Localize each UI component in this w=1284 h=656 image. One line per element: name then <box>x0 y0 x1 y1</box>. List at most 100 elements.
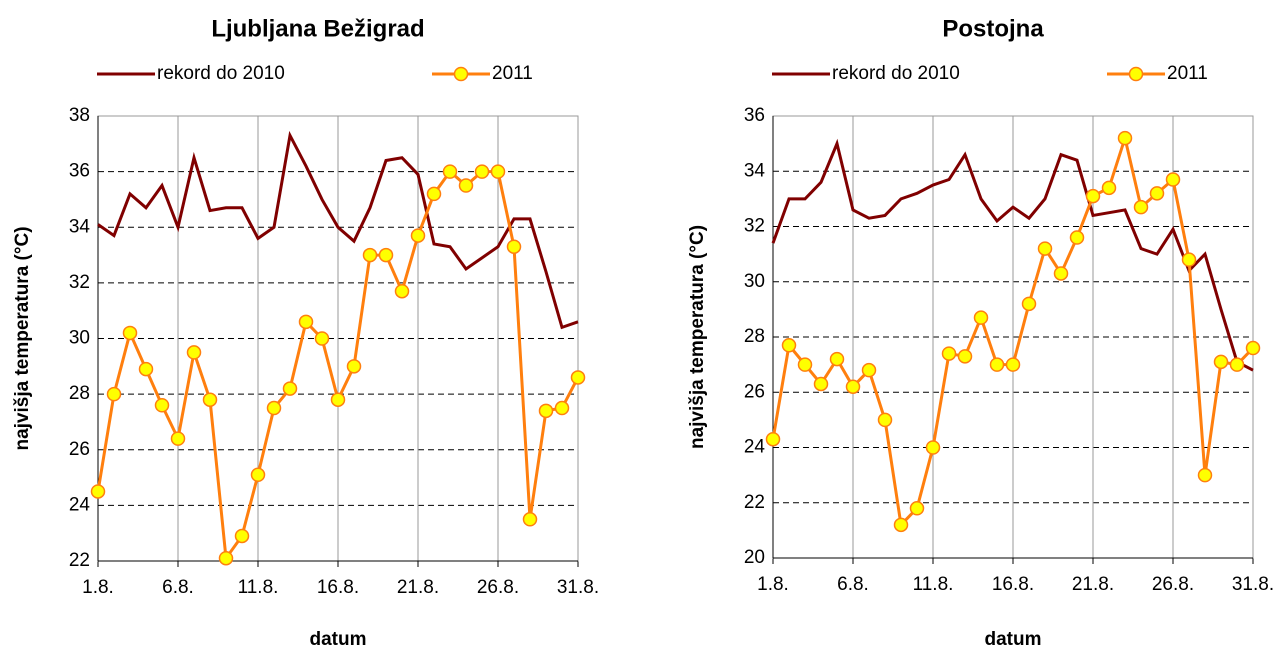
marker <box>186 345 202 360</box>
y-axis-label: najvišja temperatura (°C) <box>687 225 708 449</box>
x-tick-label: 1.8. <box>757 574 789 595</box>
y-tick-label: 32 <box>69 272 90 293</box>
marker <box>1037 241 1053 256</box>
x-tick-label: 26.8. <box>1152 574 1194 595</box>
marker <box>538 403 554 419</box>
marker <box>298 314 314 330</box>
marker <box>362 247 378 263</box>
marker <box>893 517 909 533</box>
x-tick-label: 16.8. <box>317 577 359 598</box>
marker <box>781 338 797 353</box>
marker <box>1197 467 1213 483</box>
x-tick-label: 16.8. <box>992 574 1034 595</box>
y-tick-label: 34 <box>69 216 91 237</box>
x-tick-label: 11.8. <box>238 577 279 598</box>
marker <box>1117 130 1133 146</box>
x-tick-label: 21.8. <box>397 577 439 598</box>
legend-label: rekord do 2010 <box>157 63 285 84</box>
y-tick-label: 22 <box>69 550 90 571</box>
marker <box>957 349 973 364</box>
marker <box>282 381 298 396</box>
y-tick-label: 24 <box>69 494 91 515</box>
marker <box>765 431 781 447</box>
marker <box>154 398 170 413</box>
marker <box>925 440 941 455</box>
marker <box>122 325 138 341</box>
x-tick-label: 26.8. <box>477 577 519 598</box>
marker <box>202 392 218 407</box>
y-tick-label: 30 <box>744 271 765 292</box>
marker <box>106 386 122 402</box>
legend-marker <box>1128 66 1144 82</box>
marker <box>570 370 586 385</box>
marker <box>1069 230 1085 245</box>
marker <box>410 228 426 243</box>
x-tick-label: 31.8. <box>557 577 599 598</box>
marker <box>1181 252 1197 267</box>
series-line <box>771 138 1254 372</box>
marker <box>346 359 362 374</box>
marker <box>330 392 346 407</box>
marker <box>1165 172 1181 187</box>
x-axis-label: datum <box>985 629 1042 650</box>
x-tick-label: 6.8. <box>162 577 194 598</box>
legend-label: 2011 <box>492 63 533 84</box>
marker <box>490 164 506 179</box>
marker <box>973 310 989 325</box>
y-tick-label: 38 <box>69 105 90 126</box>
y-tick-label: 24 <box>744 437 766 458</box>
marker <box>1213 354 1229 370</box>
y-axis-label: najvišja temperatura (°C) <box>12 226 33 450</box>
x-tick-label: 6.8. <box>837 574 869 595</box>
marker <box>234 528 250 544</box>
y-tick-label: 36 <box>744 105 765 126</box>
chart-title: Ljubljana Bežigrad <box>211 15 424 42</box>
x-tick-label: 31.8. <box>1232 574 1274 595</box>
marker <box>1149 186 1165 201</box>
x-axis-label: datum <box>310 629 367 650</box>
marker <box>250 467 266 483</box>
marker <box>829 351 845 367</box>
y-tick-label: 26 <box>69 439 90 460</box>
series-line <box>97 130 579 330</box>
marker <box>1101 180 1117 196</box>
y-tick-label: 28 <box>69 383 90 404</box>
x-tick-label: 1.8. <box>82 577 114 598</box>
marker <box>90 484 106 499</box>
y-tick-label: 30 <box>69 328 90 349</box>
y-tick-label: 20 <box>744 547 765 568</box>
marker <box>218 550 234 566</box>
marker <box>909 501 925 516</box>
y-tick-label: 26 <box>744 381 765 402</box>
marker <box>506 239 522 254</box>
marker <box>1021 296 1037 312</box>
marker <box>138 361 154 377</box>
marker <box>314 331 330 346</box>
marker <box>394 283 410 299</box>
marker <box>989 357 1005 372</box>
marker <box>1245 340 1261 356</box>
marker <box>1053 266 1069 281</box>
marker <box>458 178 474 193</box>
marker <box>266 400 282 416</box>
y-tick-label: 28 <box>744 326 765 347</box>
marker <box>813 376 829 392</box>
x-tick-label: 11.8. <box>913 574 954 595</box>
marker <box>1085 188 1101 204</box>
marker <box>797 357 813 372</box>
marker <box>877 412 893 428</box>
marker <box>522 512 538 527</box>
legend-marker <box>453 66 469 82</box>
y-tick-label: 36 <box>69 161 90 182</box>
legend-label: 2011 <box>1167 63 1208 84</box>
marker <box>426 186 442 202</box>
marker <box>378 247 394 263</box>
chart-title: Postojna <box>942 15 1044 42</box>
y-tick-label: 34 <box>744 160 766 181</box>
marker <box>941 346 957 361</box>
marker <box>1229 357 1245 372</box>
legend-label: rekord do 2010 <box>832 63 960 84</box>
marker <box>1005 357 1021 372</box>
